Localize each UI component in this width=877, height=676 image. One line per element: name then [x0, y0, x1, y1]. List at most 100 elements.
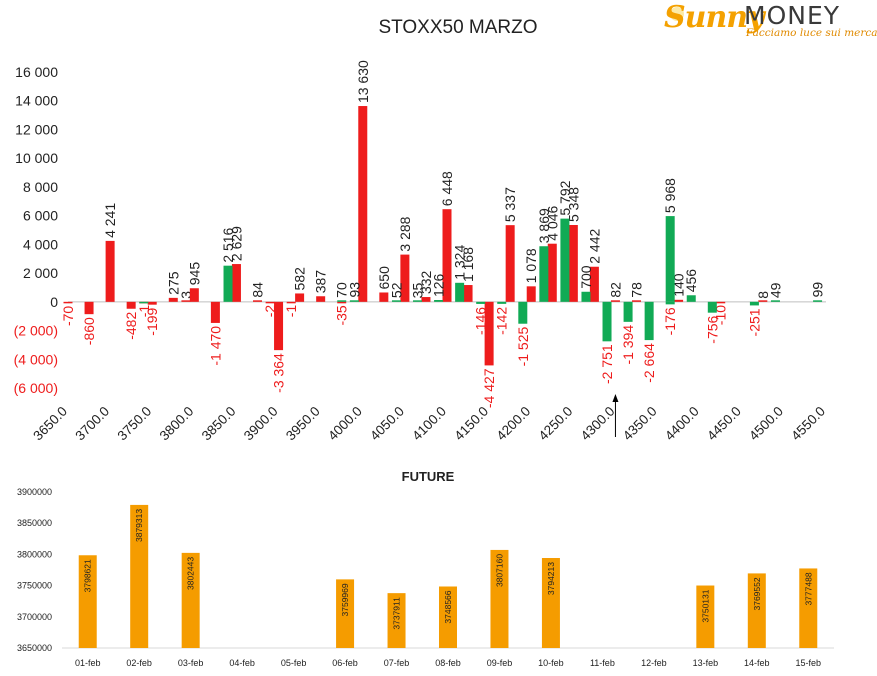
future-x-tick-label: 08-feb [435, 658, 461, 668]
red-bar [505, 225, 515, 302]
logo-brand-left: Sunny [664, 0, 765, 35]
data-label: 582 [292, 267, 308, 291]
data-label: 78 [629, 282, 645, 298]
future-value-label: 3802443 [186, 557, 196, 590]
green-bar [665, 216, 675, 302]
red-bar [547, 243, 557, 302]
green-bar [560, 218, 570, 302]
red-bar [758, 300, 768, 302]
red-bar [568, 225, 578, 302]
green-bar [665, 301, 675, 305]
red-bar [442, 209, 452, 302]
future-x-tick-label: 02-feb [126, 658, 152, 668]
future-value-label: 3777488 [803, 572, 813, 605]
x-tick-label: 4400.0 [662, 404, 702, 444]
green-bar [644, 301, 654, 341]
red-bar [400, 254, 410, 302]
data-label: 1 324 [452, 245, 468, 280]
x-tick-label: 4450.0 [704, 404, 744, 444]
future-bar [78, 555, 97, 648]
x-tick-label: 4200.0 [494, 404, 534, 444]
green-bar [602, 301, 612, 342]
red-bar [316, 296, 326, 302]
future-x-tick-label: 12-feb [641, 658, 667, 668]
y-tick-label: (6 000) [14, 380, 58, 396]
data-label: 5 348 [565, 187, 581, 222]
data-label: -2 751 [599, 344, 615, 384]
future-value-label: 3750131 [700, 589, 710, 622]
data-label: 387 [313, 270, 329, 294]
future-bar [439, 586, 457, 648]
green-bar [770, 300, 780, 302]
data-label: 3 869 [536, 208, 552, 243]
future-value-label: 3737911 [392, 597, 402, 630]
data-label: 82 [607, 282, 623, 298]
data-label: 6 448 [439, 171, 455, 206]
data-label: -146 [473, 307, 489, 335]
red-bar [674, 299, 684, 302]
data-label: 52 [388, 282, 404, 298]
green-bar [139, 301, 149, 304]
x-tick-label: 4300.0 [578, 404, 618, 444]
y-tick-label: 2 000 [23, 265, 58, 281]
green-bar [223, 265, 233, 302]
marker-arrow-head [612, 394, 619, 402]
future-x-tick-label: 01-feb [75, 658, 101, 668]
data-label: -1 525 [515, 327, 531, 367]
red-bar [274, 301, 284, 351]
data-label: 13 630 [355, 60, 371, 103]
future-value-label: 3759969 [340, 583, 350, 616]
logo-brand-right: MONEY [744, 1, 841, 30]
red-bar [484, 301, 494, 366]
green-bar [391, 300, 401, 302]
future-value-label: 3794213 [546, 562, 556, 595]
red-bar [716, 301, 726, 304]
data-label: -4 427 [481, 368, 497, 408]
future-value-label: 3879313 [134, 509, 144, 542]
green-bar [337, 300, 347, 302]
x-tick-label: 3850.0 [199, 404, 239, 444]
future-value-label: 3769552 [752, 577, 762, 610]
future-x-tick-label: 09-feb [487, 658, 513, 668]
red-bar [421, 297, 431, 302]
green-bar [455, 282, 465, 302]
future-bar [799, 568, 818, 648]
future-x-tick-label: 10-feb [538, 658, 564, 668]
data-label: -482 [123, 312, 139, 340]
y-tick-label: (2 000) [14, 323, 58, 339]
options-oi-chart: 16 000 14 000 12 000 10 000 8 000 6 000 4 000 2… [14, 60, 828, 443]
green-bar [434, 300, 444, 302]
future-bar [747, 573, 766, 648]
green-bar [476, 301, 486, 304]
x-tick-label: 4500.0 [746, 404, 786, 444]
data-label: 5 337 [502, 187, 518, 222]
data-label: 99 [810, 282, 826, 298]
future-value-label: 3798621 [83, 559, 93, 592]
future-y-tick-label: 3850000 [17, 518, 52, 528]
red-bar [210, 301, 220, 323]
data-label: -142 [494, 307, 510, 335]
data-label: -176 [662, 307, 678, 335]
green-bar [813, 300, 823, 302]
future-x-tick-label: 13-feb [693, 658, 719, 668]
data-label: 456 [683, 269, 699, 293]
future-bar [541, 558, 560, 648]
y-tick-label: 8 000 [23, 179, 58, 195]
future-x-tick-label: 03-feb [178, 658, 204, 668]
future-bar [130, 504, 149, 648]
data-label: 5 792 [557, 180, 573, 215]
red-bar [337, 301, 347, 304]
red-bar [379, 292, 389, 302]
green-bar [497, 301, 507, 304]
future-bar [336, 579, 355, 648]
data-label: 70 [334, 282, 350, 298]
data-label: 4 241 [102, 203, 118, 238]
future-y-tick-label: 3900000 [17, 487, 52, 497]
x-tick-label: 3650.0 [30, 404, 70, 444]
data-label: -1 470 [207, 326, 223, 366]
x-tick-label: 4150.0 [451, 404, 491, 444]
x-tick-label: 4000.0 [325, 404, 365, 444]
data-label: -1 [136, 305, 152, 318]
data-label: -3 364 [271, 353, 287, 393]
x-tick-label: 4550.0 [788, 404, 828, 444]
